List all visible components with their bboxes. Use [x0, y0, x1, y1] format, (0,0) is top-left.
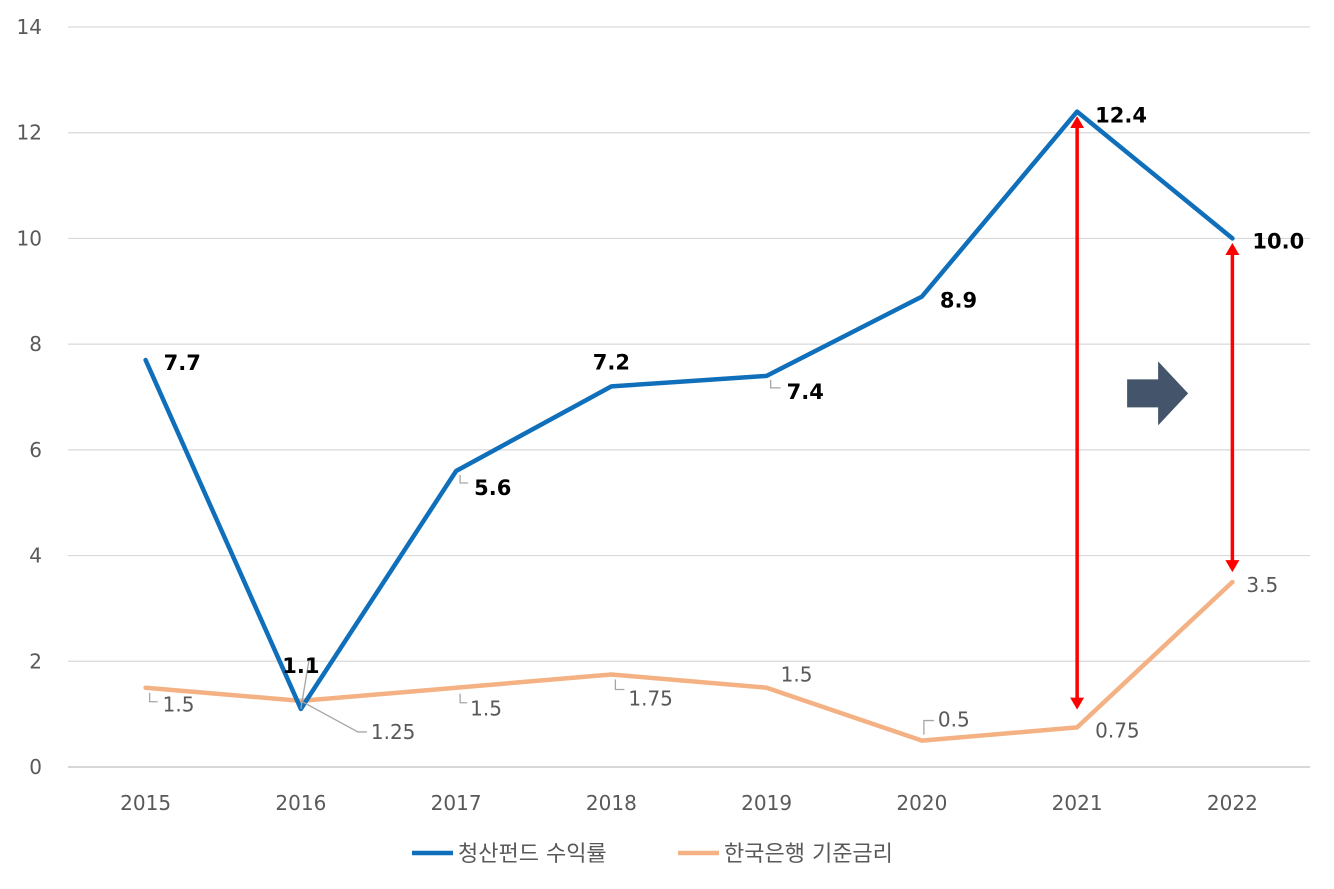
series-base-rate — [143, 579, 1235, 743]
series-line-base-rate — [143, 579, 1235, 743]
gridlines — [68, 26, 1310, 768]
legend-label-base-rate: 한국은행 기준금리 — [724, 842, 893, 867]
data-label-base-rate: 1.5 — [781, 663, 813, 687]
data-label-base-rate: 1.75 — [628, 687, 673, 711]
x-tick-label: 2016 — [275, 791, 326, 815]
x-tick-label: 2021 — [1052, 791, 1103, 815]
legend: 청산펀드 수익률 한국은행 기준금리 — [412, 842, 893, 867]
data-label-base-rate: 0.75 — [1095, 718, 1140, 742]
right-arrow-shape — [1127, 361, 1189, 426]
data-label-base-rate: 1.25 — [371, 720, 416, 744]
x-tick-label: 2018 — [586, 791, 637, 815]
x-tick-label: 2019 — [741, 791, 792, 815]
leader-line — [300, 700, 367, 733]
data-label-base-rate: 1.5 — [163, 693, 195, 717]
data-label-fund-return: 12.4 — [1095, 104, 1147, 128]
y-axis-ticks: 0 2 4 6 8 10 12 14 — [17, 15, 42, 779]
data-label-base-rate: 1.5 — [470, 697, 502, 721]
leader-line — [923, 719, 934, 735]
data-label-fund-return: 7.7 — [164, 351, 201, 375]
x-tick-label: 2017 — [431, 791, 482, 815]
y-tick-label: 14 — [17, 15, 42, 39]
data-label-fund-return: 5.6 — [474, 476, 511, 500]
legend-label-fund-return: 청산펀드 수익률 — [458, 842, 607, 867]
data-label-fund-return: 1.1 — [282, 654, 319, 678]
x-tick-label: 2015 — [120, 791, 171, 815]
data-label-base-rate: 3.5 — [1246, 573, 1278, 597]
data-label-fund-return: 10.0 — [1252, 229, 1304, 253]
data-label-fund-return: 8.9 — [940, 289, 977, 313]
leader-line — [614, 679, 625, 691]
y-tick-label: 8 — [29, 332, 42, 356]
leader-line — [459, 693, 468, 704]
data-label-fund-return: 7.2 — [593, 350, 630, 374]
y-tick-label: 0 — [29, 755, 42, 779]
x-tick-label: 2022 — [1207, 791, 1258, 815]
y-tick-label: 10 — [17, 226, 42, 250]
y-tick-label: 2 — [29, 649, 42, 673]
leader-line — [769, 379, 781, 389]
data-labels: 7.7 1.1 5.6 7.2 7.4 8.9 12.4 10.0 1.5 1.25 1.5 1.75… — [163, 104, 1305, 744]
label-leader-lines — [148, 379, 934, 735]
leader-line — [300, 660, 310, 709]
leader-line — [459, 475, 469, 484]
series-line-fund-return — [143, 109, 1235, 712]
annotations — [1070, 116, 1240, 710]
x-axis-ticks: 2015 2016 2017 2018 2019 2020 2021 2022 — [120, 791, 1258, 815]
data-label-fund-return: 7.4 — [787, 380, 824, 404]
y-tick-label: 12 — [17, 121, 42, 145]
y-tick-label: 6 — [29, 438, 42, 462]
leader-line — [148, 692, 158, 703]
y-tick-label: 4 — [29, 544, 42, 568]
series-fund-return — [143, 109, 1235, 712]
data-label-base-rate: 0.5 — [938, 708, 970, 732]
x-tick-label: 2020 — [896, 791, 947, 815]
